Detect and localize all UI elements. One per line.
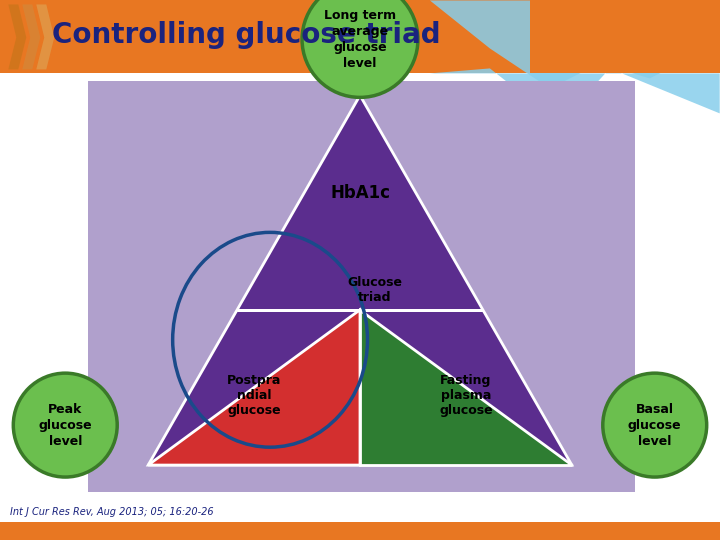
Polygon shape <box>430 1 720 89</box>
Polygon shape <box>360 310 572 465</box>
Text: Basal
glucose
level: Basal glucose level <box>628 403 682 448</box>
Circle shape <box>603 373 707 477</box>
Text: Peak
glucose
level: Peak glucose level <box>38 403 92 448</box>
Text: Fasting
plasma
glucose: Fasting plasma glucose <box>439 374 492 417</box>
Text: Long term
average
glucose
level: Long term average glucose level <box>324 9 396 70</box>
Polygon shape <box>36 4 54 70</box>
Polygon shape <box>22 4 40 70</box>
Polygon shape <box>148 310 360 465</box>
Bar <box>0 1 720 73</box>
Text: HbA1c: HbA1c <box>330 184 390 201</box>
Text: Int J Cur Res Rev, Aug 2013; 05; 16:20-26: Int J Cur Res Rev, Aug 2013; 05; 16:20-2… <box>10 507 214 517</box>
Polygon shape <box>430 69 720 123</box>
Text: Glucose
triad: Glucose triad <box>348 276 402 304</box>
Bar <box>0 522 720 540</box>
Polygon shape <box>148 96 572 465</box>
Polygon shape <box>9 4 27 70</box>
Polygon shape <box>530 1 720 73</box>
Circle shape <box>302 0 418 97</box>
Text: Controlling glucose triad: Controlling glucose triad <box>53 22 441 50</box>
Bar <box>89 82 635 492</box>
Circle shape <box>13 373 117 477</box>
Text: Postpra
ndial
glucose: Postpra ndial glucose <box>227 374 282 417</box>
